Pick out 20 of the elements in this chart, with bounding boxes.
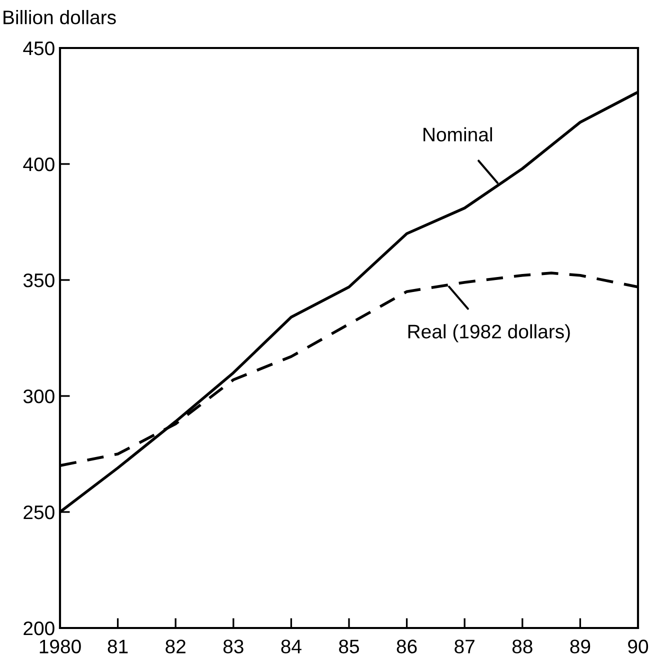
x-tick-label: 90	[628, 640, 648, 654]
y-tick-label: 250	[24, 505, 54, 520]
annotation: Nominal	[424, 127, 492, 142]
annotation: Real (1982 dollars)	[408, 324, 570, 342]
x-tick-label: 83	[223, 640, 244, 654]
y-axis-title: Billion dollars	[4, 10, 116, 24]
x-tick-label: 89	[570, 640, 590, 654]
x-tick-label: 82	[166, 640, 186, 654]
y-tick-label: 450	[23, 41, 54, 56]
x-tick-label: 1980	[40, 640, 81, 654]
x-tick-label: 86	[396, 640, 417, 654]
x-tick-label: 84	[281, 640, 302, 654]
y-tick-label: 300	[23, 389, 54, 404]
x-tick-label: 88	[512, 640, 532, 654]
y-tick-label: 200	[24, 621, 54, 636]
x-tick-label: 87	[454, 640, 474, 654]
x-tick-label: 85	[339, 640, 359, 654]
y-tick-label: 400	[23, 157, 54, 172]
y-tick-label: 350	[23, 273, 54, 288]
x-tick-label: 81	[108, 640, 128, 654]
